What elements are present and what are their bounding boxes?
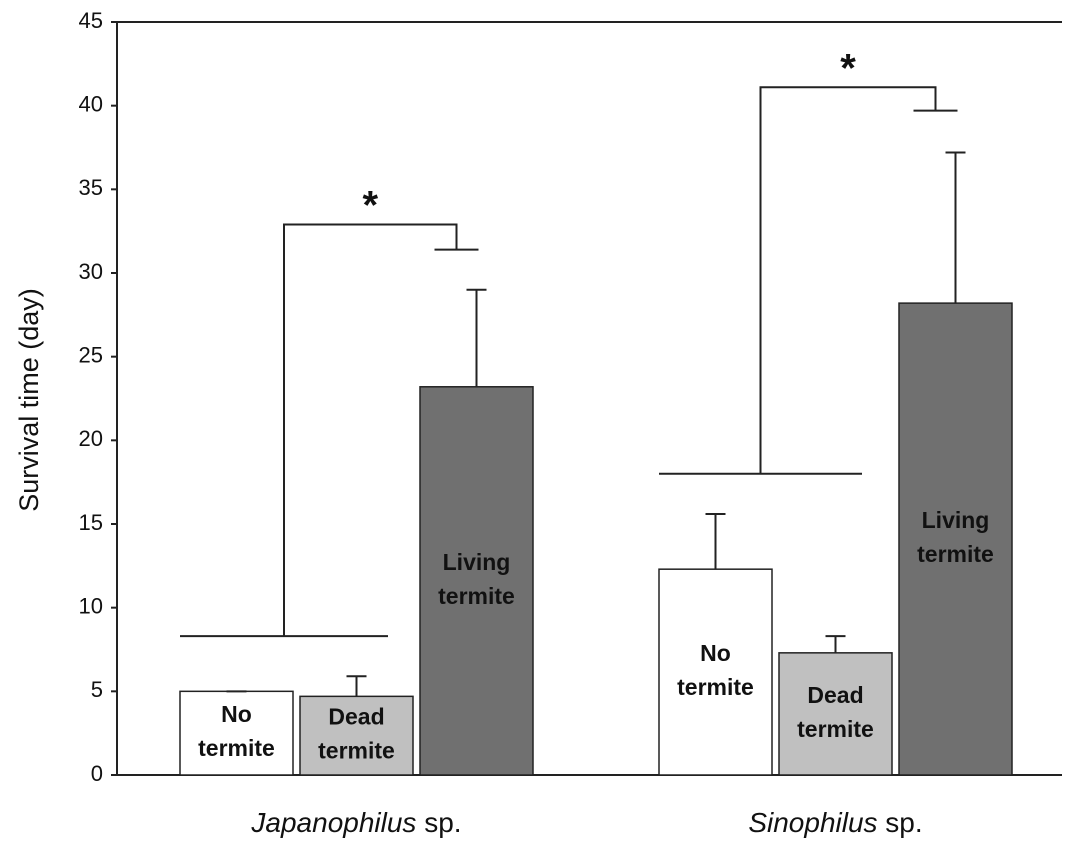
bar [419,386,534,776]
significance-star: * [840,46,856,90]
bar-label: Living termite [438,549,515,609]
bar [299,695,414,776]
y-tick-label: 45 [79,8,103,33]
bar [179,690,294,776]
y-tick-label: 40 [79,91,103,116]
bar [898,302,1013,776]
y-tick-label: 10 [79,593,103,618]
x-tick-label: Sinophilus sp. [748,807,922,838]
bar [778,652,893,776]
y-tick-label: 25 [79,342,103,367]
y-tick-label: 15 [79,510,103,535]
y-tick-label: 30 [79,259,103,284]
bar [658,568,773,776]
y-axis-label: Survival time (day) [14,288,44,512]
y-tick-label: 0 [91,761,103,786]
bar-label: No termite [198,701,275,761]
bracket [759,86,937,474]
bar-label: No termite [677,640,754,700]
bracket [283,223,458,637]
significance-star: * [362,183,378,227]
bar-label: Dead termite [318,704,395,764]
x-tick-label: Japanophilus sp. [250,807,461,838]
y-tick-label: 20 [79,426,103,451]
y-tick-label: 5 [91,677,103,702]
bar-label: Dead termite [797,682,874,742]
y-tick-label: 35 [79,175,103,200]
bar-label: Living termite [917,507,994,567]
